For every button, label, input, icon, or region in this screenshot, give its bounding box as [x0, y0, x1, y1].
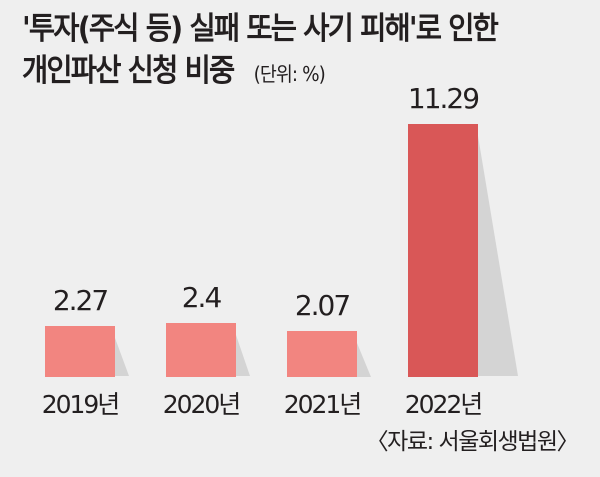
value-label: 2.27	[52, 284, 109, 318]
unit-label: (단위: %)	[253, 62, 326, 86]
bar-2022년	[408, 124, 478, 377]
title-line-1: '투자(주식 등) 실패 또는 사기 피해'로 인한	[22, 11, 499, 47]
bar-2021년	[287, 330, 357, 377]
bar-shadow	[478, 136, 518, 377]
bar-shadow	[115, 338, 129, 377]
bar-shadow	[236, 335, 250, 377]
source-note: 〈자료: 서울회생법원〉	[365, 429, 580, 455]
bar-2019년	[45, 326, 115, 377]
bar-2020년	[166, 323, 236, 377]
category-label: 2022년	[404, 390, 484, 419]
category-label: 2021년	[283, 390, 363, 419]
bar-shadow	[357, 342, 371, 377]
value-label: 2.07	[294, 288, 351, 322]
chart-title: '투자(주식 등) 실패 또는 사기 피해'로 인한 개인파산 신청 비중 (단위…	[22, 8, 499, 95]
title-line-2: 개인파산 신청 비중 (단위: %)	[22, 53, 326, 89]
value-label: 2.4	[181, 281, 223, 315]
category-label: 2019년	[41, 390, 121, 419]
category-label: 2020년	[162, 390, 242, 419]
value-label: 11.29	[407, 82, 480, 116]
